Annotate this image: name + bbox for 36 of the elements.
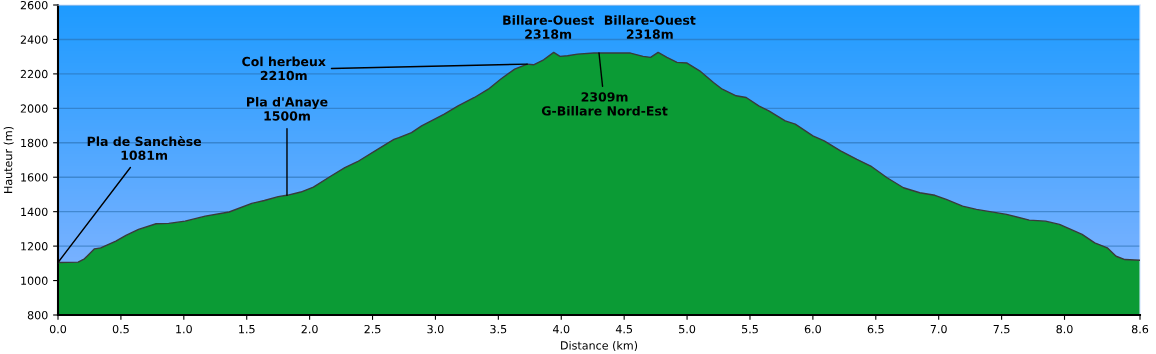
x-tick-label: 8.0 <box>1056 324 1073 334</box>
annotation: Pla de Sanchèse 1081m <box>87 135 202 161</box>
y-tick-label: 1400 <box>21 207 48 217</box>
x-tick-label: 2.5 <box>364 324 381 334</box>
x-tick-label: 1.0 <box>176 324 192 334</box>
x-tick-label: 4.0 <box>552 324 570 334</box>
annotation: Pla d'Anaye 1500m <box>247 96 328 121</box>
x-tick-label: 7.5 <box>993 325 1010 334</box>
y-tick-label: 2000 <box>20 104 48 113</box>
x-tick-label: 0.0 <box>49 324 67 334</box>
y-tick-label: 1200 <box>21 242 48 251</box>
x-tick-label: 5.0 <box>679 324 696 334</box>
x-tick-label: 3.0 <box>427 324 444 334</box>
y-tick-label: 1800 <box>21 138 48 148</box>
x-tick-label: 7.0 <box>930 324 947 334</box>
annotation: Billare-Ouest 2318m <box>503 15 594 39</box>
x-tick-label: 3.5 <box>490 324 507 334</box>
x-tick-label: 8.6 <box>1131 324 1149 334</box>
x-tick-label: 5.5 <box>742 325 758 334</box>
x-tick-label: 2.0 <box>301 324 318 334</box>
y-tick-label: 800 <box>27 310 48 320</box>
y-tick-label: 2400 <box>20 35 48 44</box>
x-tick-label: 6.0 <box>804 324 821 334</box>
y-tick-label: 1600 <box>21 173 48 182</box>
annotation: Col herbeux 2210m <box>242 56 326 81</box>
x-tick-label: 0.5 <box>112 324 129 334</box>
x-axis-title: Distance (km) <box>561 341 638 351</box>
y-axis-title: Hauteur (m) <box>3 126 14 193</box>
x-tick-label: 1.5 <box>239 325 255 334</box>
y-tick-label: 2200 <box>20 69 48 79</box>
x-tick-label: 4.5 <box>615 325 633 334</box>
y-tick-label: 1000 <box>21 276 48 285</box>
y-tick-label: 2600 <box>20 0 48 10</box>
x-tick-label: 6.5 <box>867 324 884 334</box>
annotation: 2309m G-Billare Nord-Est <box>541 92 668 116</box>
annotation: Billare-Ouest 2318m <box>604 15 696 39</box>
